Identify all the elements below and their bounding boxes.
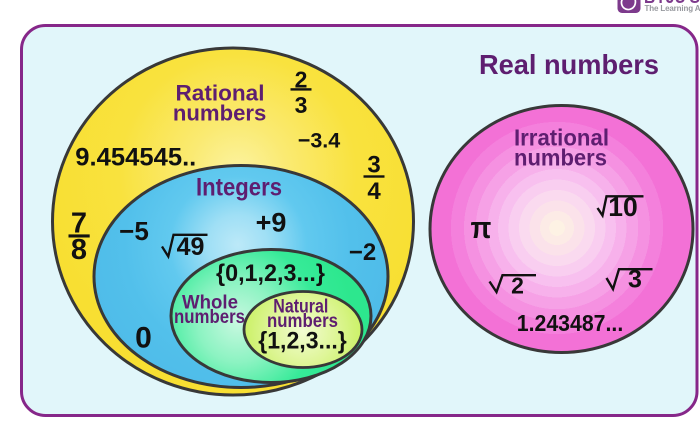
svg-text:10: 10 bbox=[608, 192, 637, 222]
svg-text:−2: −2 bbox=[349, 239, 376, 266]
svg-text:{1,2,3...}: {1,2,3...} bbox=[258, 328, 347, 355]
svg-text:Real numbers: Real numbers bbox=[479, 49, 659, 80]
svg-text:The Learning App: The Learning App bbox=[645, 4, 700, 13]
svg-text:49: 49 bbox=[177, 233, 205, 261]
svg-text:4: 4 bbox=[367, 178, 381, 205]
svg-text:3: 3 bbox=[628, 266, 642, 294]
svg-text:numbers: numbers bbox=[174, 306, 245, 328]
svg-text:3: 3 bbox=[295, 92, 308, 118]
svg-text:−3.4: −3.4 bbox=[298, 129, 340, 153]
svg-text:π: π bbox=[471, 211, 492, 245]
svg-text:9.454545..: 9.454545.. bbox=[75, 144, 196, 172]
svg-text:0: 0 bbox=[135, 322, 152, 355]
svg-text:8: 8 bbox=[71, 234, 87, 266]
svg-text:2: 2 bbox=[511, 273, 524, 299]
svg-text:numbers: numbers bbox=[514, 145, 607, 171]
svg-text:+9: +9 bbox=[256, 208, 287, 238]
svg-text:numbers: numbers bbox=[173, 101, 267, 126]
svg-text:Integers: Integers bbox=[196, 174, 282, 202]
svg-text:−5: −5 bbox=[119, 216, 149, 246]
svg-text:1.243487...: 1.243487... bbox=[517, 310, 624, 336]
svg-text:{0,1,2,3...}: {0,1,2,3...} bbox=[216, 260, 325, 287]
svg-text:3: 3 bbox=[367, 152, 380, 179]
